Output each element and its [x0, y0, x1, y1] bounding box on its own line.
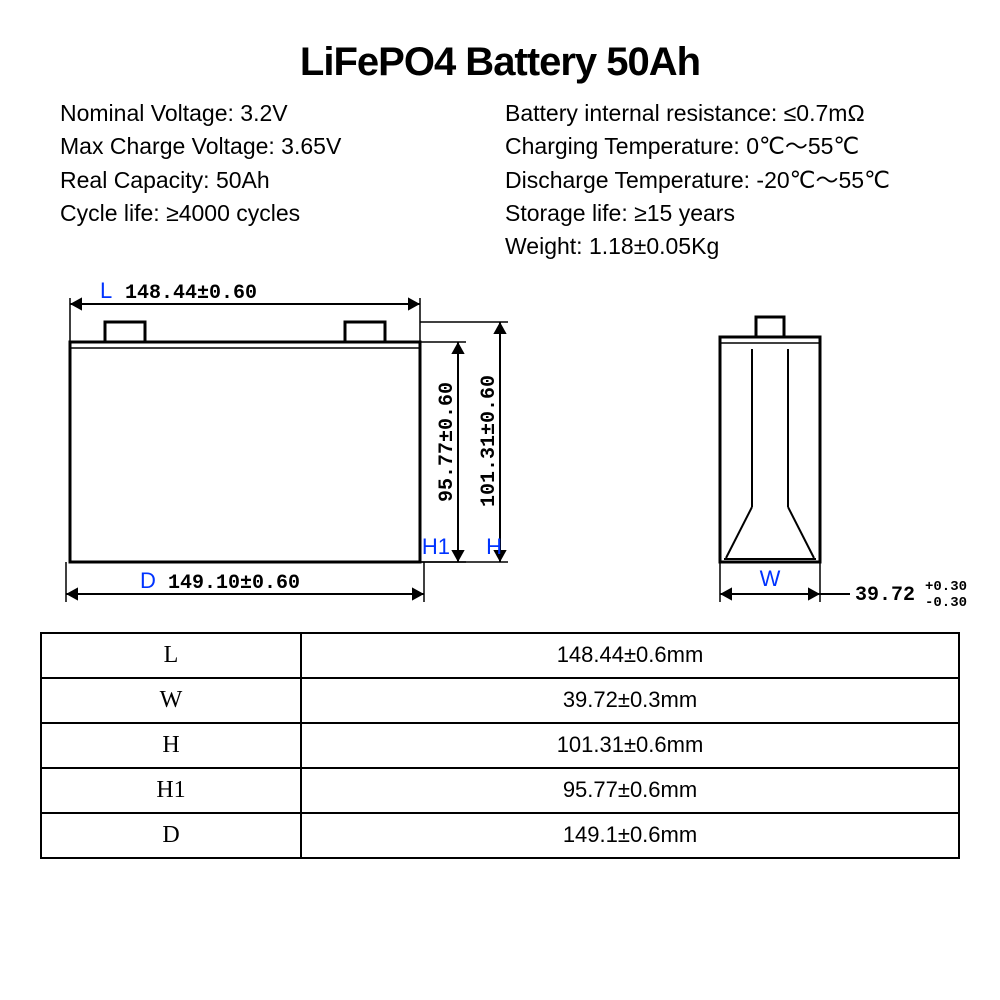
dim-label-H1: H1 — [422, 534, 450, 559]
dim-value-W-base: 39.72 — [855, 584, 915, 607]
specs-left: Nominal Voltage: 3.2VMax Charge Voltage:… — [60, 97, 495, 264]
spec-row: Weight: 1.18±0.05Kg — [505, 230, 940, 263]
dim-label-D: D — [140, 568, 156, 593]
dim-value-W-upper: +0.30 — [925, 579, 967, 595]
table-cell-value: 95.77±0.6mm — [301, 768, 959, 813]
spec-row: Discharge Temperature: -20℃～55℃ — [505, 164, 940, 197]
battery-terminal — [105, 322, 145, 342]
spec-row: Real Capacity: 50Ah — [60, 164, 495, 197]
table-cell-symbol: H — [41, 723, 301, 768]
table-row: H195.77±0.6mm — [41, 768, 959, 813]
spec-row: Cycle life: ≥4000 cycles — [60, 197, 495, 230]
table-cell-value: 149.1±0.6mm — [301, 813, 959, 858]
table-row: H101.31±0.6mm — [41, 723, 959, 768]
spec-row: Battery internal resistance: ≤0.7mΩ — [505, 97, 940, 130]
dim-value-L: 148.44±0.60 — [125, 282, 257, 305]
battery-side-body — [720, 337, 820, 562]
table-cell-symbol: D — [41, 813, 301, 858]
spec-row: Storage life: ≥15 years — [505, 197, 940, 230]
spec-row: Max Charge Voltage: 3.65V — [60, 130, 495, 163]
table-row: W39.72±0.3mm — [41, 678, 959, 723]
specs-block: Nominal Voltage: 3.2VMax Charge Voltage:… — [0, 85, 1000, 264]
table-cell-value: 148.44±0.6mm — [301, 633, 959, 678]
table-cell-symbol: L — [41, 633, 301, 678]
battery-front-body — [70, 342, 420, 562]
dim-label-W: W — [760, 566, 781, 591]
dim-value-W-lower: -0.30 — [925, 595, 967, 611]
table-row: D149.1±0.6mm — [41, 813, 959, 858]
dim-value-H1: 95.77±0.60 — [436, 382, 459, 502]
specs-right: Battery internal resistance: ≤0.7mΩCharg… — [495, 97, 940, 264]
dim-value-H: 101.31±0.60 — [478, 375, 501, 507]
dimensions-table: L148.44±0.6mmW39.72±0.3mmH101.31±0.6mmH1… — [40, 632, 960, 859]
table-cell-symbol: H1 — [41, 768, 301, 813]
dim-value-D: 149.10±0.60 — [168, 572, 300, 595]
page-title: LiFePO4 Battery 50Ah — [0, 0, 1000, 85]
dim-label-H: H — [486, 534, 502, 559]
battery-side-terminal — [756, 317, 784, 337]
battery-diagram: L 148.44±0.60 D 149.10±0.60 H1 95.77±0.60 H 101… — [0, 272, 1000, 632]
dim-label-L: L — [100, 278, 112, 303]
table-cell-value: 39.72±0.3mm — [301, 678, 959, 723]
spec-row: Nominal Voltage: 3.2V — [60, 97, 495, 130]
battery-terminal — [345, 322, 385, 342]
table-cell-value: 101.31±0.6mm — [301, 723, 959, 768]
table-row: L148.44±0.6mm — [41, 633, 959, 678]
spec-row: Charging Temperature: 0℃～55℃ — [505, 130, 940, 163]
table-cell-symbol: W — [41, 678, 301, 723]
